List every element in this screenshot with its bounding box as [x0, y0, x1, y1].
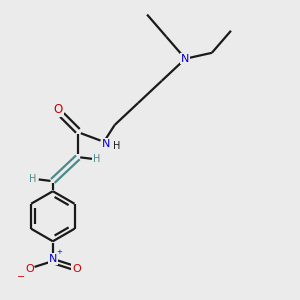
Text: H: H: [93, 154, 101, 164]
Text: N: N: [181, 54, 190, 64]
Text: O: O: [53, 103, 63, 116]
Text: −: −: [17, 272, 25, 283]
Text: H: H: [29, 174, 37, 184]
Text: +: +: [56, 250, 62, 256]
Text: H: H: [113, 142, 121, 152]
Text: N: N: [102, 139, 110, 149]
Text: O: O: [72, 264, 81, 274]
Text: N: N: [49, 254, 57, 264]
Text: O: O: [25, 264, 34, 274]
